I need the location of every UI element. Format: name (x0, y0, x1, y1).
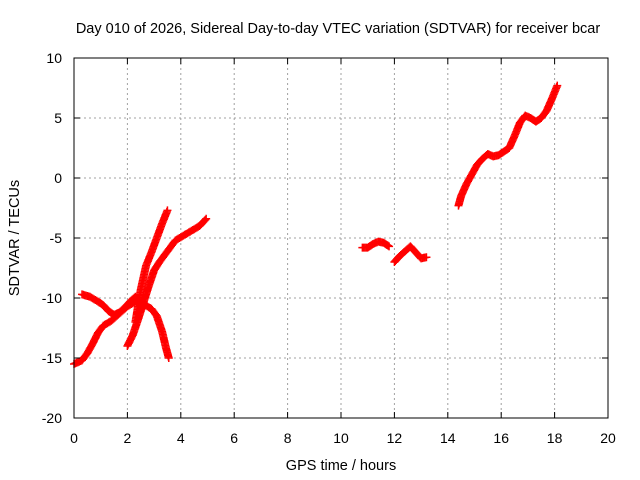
x-tick-label: 8 (284, 430, 292, 446)
y-tick-label: -5 (50, 230, 63, 246)
x-tick-label: 6 (230, 430, 238, 446)
data-marks (70, 81, 562, 368)
y-tick-label: -15 (42, 350, 62, 366)
data-point-plus (202, 214, 211, 223)
data-point-plus (163, 206, 172, 215)
data-point-plus (164, 354, 173, 362)
data-point-plus (553, 81, 562, 90)
x-tick-label: 0 (70, 430, 78, 446)
x-tick-label: 20 (600, 430, 616, 446)
y-tick-label: 5 (54, 110, 62, 126)
y-tick-label: -10 (42, 290, 62, 306)
x-tick-label: 14 (440, 430, 456, 446)
x-axis-label: GPS time / hours (286, 458, 396, 474)
x-tick-label: 4 (177, 430, 185, 446)
data-point-plus (385, 242, 394, 251)
y-tick-label: -20 (42, 410, 62, 426)
y-axis-label: SDTVAR / TECUs (7, 180, 23, 296)
grid-lines (74, 58, 608, 418)
data-point-plus (201, 215, 210, 224)
x-tick-label: 12 (387, 430, 403, 446)
x-tick-label: 16 (493, 430, 509, 446)
x-tick-label: 10 (333, 430, 349, 446)
chart-title: Day 010 of 2026, Sidereal Day-to-day VTE… (76, 21, 601, 37)
x-tick-label: 2 (124, 430, 132, 446)
y-tick-label: 10 (46, 50, 62, 66)
axis-ticks: 0 2 4 6 8 10 12 14 16 18 20 10 5 0 -5 -10 -15 -20 (42, 50, 616, 446)
data-point-plus (422, 253, 431, 262)
x-tick-label: 18 (547, 430, 563, 446)
y-tick-label: 0 (54, 170, 62, 186)
